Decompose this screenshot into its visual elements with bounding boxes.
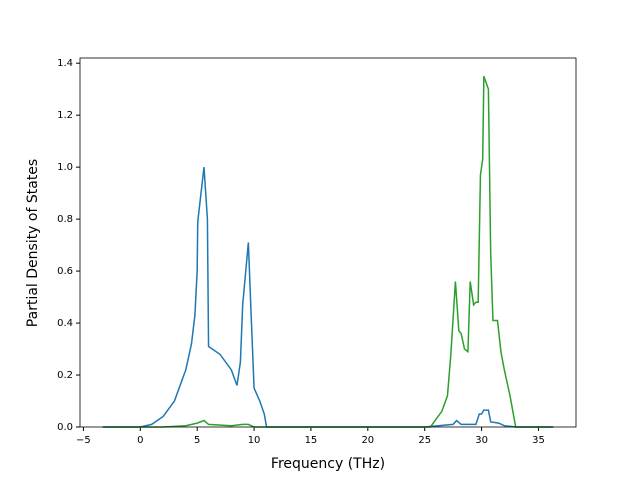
x-tick-label: 25 (418, 435, 431, 446)
x-tick-label: 5 (194, 435, 200, 446)
y-tick-label: 0.6 (57, 266, 73, 277)
x-tick-label: 15 (305, 435, 318, 446)
x-tick-label: 30 (475, 435, 488, 446)
data-line (102, 75, 554, 428)
x-tick-label: 0 (137, 435, 143, 446)
y-tick-label: 0.0 (57, 422, 73, 433)
x-tick-label: 20 (361, 435, 374, 446)
x-tick-label: 35 (532, 435, 545, 446)
x-axis-label: Frequency (THz) (271, 456, 385, 472)
x-tick-label: 10 (248, 435, 261, 446)
y-tick-label: 0.8 (57, 214, 73, 225)
data-line (102, 167, 554, 428)
x-tick-label: −5 (76, 435, 91, 446)
y-tick-label: 1.4 (57, 58, 73, 69)
y-axis-label: Partial Density of States (25, 159, 41, 327)
y-tick-label: 0.4 (57, 318, 73, 329)
y-tick-label: 1.0 (57, 162, 73, 173)
plot-frame (79, 57, 577, 428)
y-tick-label: 1.2 (57, 110, 73, 121)
y-tick-label: 0.2 (57, 370, 73, 381)
